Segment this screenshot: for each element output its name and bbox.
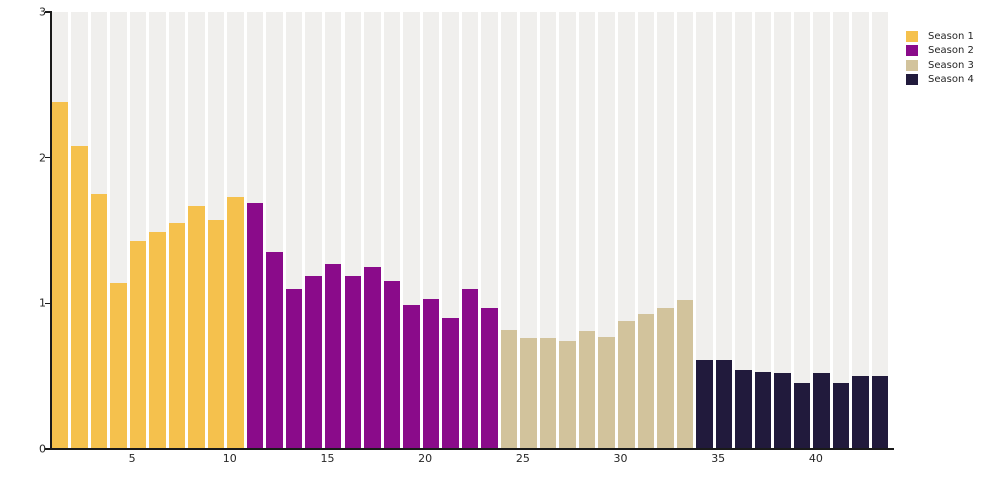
bar-episode-2-season-1 bbox=[71, 146, 88, 449]
bar-episode-41-season-4 bbox=[832, 383, 850, 449]
bar-episode-23-season-2 bbox=[481, 307, 498, 449]
bar-episode-17-season-2 bbox=[364, 266, 381, 449]
bar-episode-20-season-2 bbox=[422, 298, 440, 449]
bar-episode-3-season-1 bbox=[90, 194, 108, 449]
bar-episode-15-season-2 bbox=[324, 264, 342, 449]
bar-episode-27-season-3 bbox=[559, 341, 576, 449]
legend-swatch-icon bbox=[906, 74, 918, 86]
bar-episode-8-season-1 bbox=[188, 205, 205, 449]
legend-item-season-1: Season 1 bbox=[906, 29, 974, 44]
x-tick-label-25: 25 bbox=[515, 452, 530, 465]
legend-swatch-icon bbox=[906, 59, 918, 71]
legend-label: Season 4 bbox=[928, 74, 974, 86]
bar-episode-31-season-3 bbox=[637, 313, 655, 449]
bar-episode-42-season-4 bbox=[852, 376, 869, 449]
bar-episode-18-season-2 bbox=[383, 281, 401, 449]
x-tick-label-10: 10 bbox=[222, 452, 237, 465]
y-tick-label-1: 1 bbox=[39, 296, 46, 310]
x-tick-label-5: 5 bbox=[128, 452, 136, 465]
bar-episode-21-season-2 bbox=[442, 317, 459, 449]
bar-episode-25-season-3 bbox=[520, 338, 537, 449]
legend-label: Season 1 bbox=[928, 30, 974, 42]
bar-episode-32-season-3 bbox=[657, 307, 674, 449]
y-tick-label-2: 2 bbox=[39, 151, 46, 165]
legend-label: Season 2 bbox=[928, 45, 974, 57]
legend-swatch-icon bbox=[906, 30, 918, 42]
y-tick-label-3: 3 bbox=[39, 5, 46, 19]
x-axis-line bbox=[50, 448, 894, 450]
legend: Season 1 Season 2 Season 3 Season 4 bbox=[906, 29, 974, 87]
legend-item-season-2: Season 2 bbox=[906, 44, 974, 59]
background-stripe bbox=[832, 12, 850, 449]
bar-episode-16-season-2 bbox=[344, 275, 362, 449]
background-stripe bbox=[754, 12, 772, 449]
plot-area bbox=[51, 12, 891, 449]
x-tick-label-35: 35 bbox=[711, 452, 726, 465]
y-axis-line bbox=[50, 11, 52, 449]
x-tick-label-20: 20 bbox=[418, 452, 433, 465]
bar-episode-37-season-4 bbox=[754, 371, 772, 449]
x-tick-label-30: 30 bbox=[613, 452, 628, 465]
legend-swatch-icon bbox=[906, 45, 918, 57]
bar-episode-9-season-1 bbox=[207, 220, 225, 449]
bar-episode-22-season-2 bbox=[461, 288, 479, 449]
x-tick-label-40: 40 bbox=[808, 452, 823, 465]
bar-episode-19-season-2 bbox=[403, 304, 420, 449]
bar-episode-34-season-4 bbox=[696, 360, 713, 449]
legend-item-season-4: Season 4 bbox=[906, 73, 974, 88]
bar-episode-39-season-4 bbox=[793, 383, 811, 449]
y-tick-mark bbox=[45, 11, 50, 13]
bar-episode-36-season-4 bbox=[735, 370, 752, 449]
bar-episode-35-season-4 bbox=[715, 360, 733, 449]
bar-episode-11-season-2 bbox=[246, 202, 264, 449]
x-tick-label-15: 15 bbox=[320, 452, 335, 465]
background-stripe bbox=[774, 12, 791, 449]
bar-episode-4-season-1 bbox=[110, 282, 127, 449]
background-stripe bbox=[813, 12, 830, 449]
bar-episode-28-season-3 bbox=[578, 331, 596, 449]
bar-episode-7-season-1 bbox=[168, 223, 186, 449]
y-tick-label-0: 0 bbox=[39, 442, 46, 456]
bar-episode-14-season-2 bbox=[305, 275, 322, 449]
bar-episode-10-season-1 bbox=[227, 197, 244, 449]
bar-episode-30-season-3 bbox=[618, 320, 635, 449]
background-stripe bbox=[696, 12, 713, 449]
bar-episode-43-season-4 bbox=[871, 376, 889, 449]
background-stripe bbox=[793, 12, 811, 449]
bar-episode-26-season-3 bbox=[539, 338, 557, 449]
bar-episode-6-season-1 bbox=[149, 231, 166, 449]
y-tick-mark bbox=[45, 302, 50, 305]
bar-episode-38-season-4 bbox=[774, 373, 791, 449]
y-tick-mark bbox=[45, 448, 50, 450]
background-stripe bbox=[852, 12, 869, 449]
bar-episode-13-season-2 bbox=[285, 288, 303, 449]
legend-item-season-3: Season 3 bbox=[906, 58, 974, 73]
bar-episode-12-season-2 bbox=[266, 252, 283, 449]
bar-episode-29-season-3 bbox=[598, 336, 615, 449]
background-stripe bbox=[559, 12, 576, 449]
background-stripe bbox=[871, 12, 889, 449]
bar-episode-24-season-3 bbox=[500, 329, 518, 449]
y-tick-mark bbox=[45, 156, 50, 159]
bar-episode-1-season-1 bbox=[51, 102, 68, 449]
bar-episode-5-season-1 bbox=[129, 240, 147, 449]
background-stripe bbox=[735, 12, 752, 449]
legend-label: Season 3 bbox=[928, 59, 974, 71]
bar-episode-33-season-3 bbox=[676, 300, 694, 449]
background-stripe bbox=[715, 12, 733, 449]
bar-episode-40-season-4 bbox=[813, 373, 830, 449]
